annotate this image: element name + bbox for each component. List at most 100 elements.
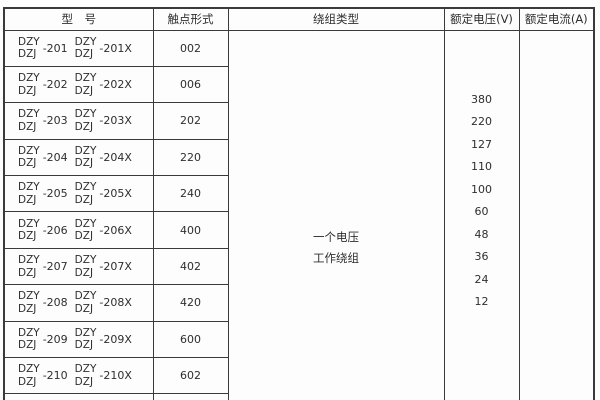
model-prefix: DZJ (74, 84, 94, 97)
contact-form-cell: 602 (152, 357, 229, 395)
model-prefix: DZJ (18, 120, 37, 133)
model-group-variant: DZY DZJ -210X (75, 363, 132, 388)
model-group-base: DZY DZJ -205 (18, 181, 68, 206)
model-group-variant: DZY DZJ -209X (75, 327, 132, 352)
voltage-value: 220 (471, 115, 492, 128)
model-suffix: -208X (99, 296, 132, 310)
model-group-base: DZY DZJ -204 (18, 145, 68, 170)
table-row: DZY DZJ -210 DZY DZJ -210X (3, 357, 594, 395)
model-suffix: -205X (99, 187, 132, 201)
table-row: DZY DZJ -204 DZY DZJ -204X (3, 138, 594, 177)
table-row: DZY DZJ -208 DZY DZJ -208X (3, 284, 594, 322)
model-prefix: DZJ (74, 230, 94, 243)
model-prefix: DZY (18, 363, 40, 376)
model-group-variant: DZY DZJ -207X (75, 254, 132, 279)
contact-form-cell: 202 (152, 102, 229, 140)
model-prefix: DZY (74, 144, 97, 157)
model-group-base: DZY DZJ -201 (18, 36, 68, 61)
model-suffix: -204 (42, 150, 68, 164)
table-row: DZY DZJ -205 DZY DZJ -205X (3, 175, 594, 213)
contact-form-cell: 006 (152, 65, 229, 104)
model-prefix: DZY (74, 72, 97, 85)
model-suffix: -206 (42, 223, 68, 237)
model-prefix: DZJ (18, 230, 37, 243)
model-suffix: -207X (99, 260, 132, 274)
contact-form-cell: 402 (152, 247, 229, 286)
table-row: DZY DZJ -203 DZY DZJ -203X (3, 102, 594, 140)
winding-type-line: 一个电压 (313, 229, 359, 244)
model-prefix: DZJ (74, 375, 94, 388)
voltage-value: 12 (474, 295, 489, 308)
model-prefix: DZY (74, 254, 97, 267)
model-cell: DZY DZJ -205 DZY DZJ -205X (3, 175, 154, 213)
relay-model-table: 型 号 触点形式 绕组类型 额定电压(V) 额定电流(A) DZY DZJ (3, 7, 595, 400)
model-prefix: DZY (74, 108, 97, 121)
model-group-base: DZY DZJ -203 (18, 108, 68, 133)
model-prefix: DZJ (74, 339, 94, 352)
model-prefix: DZY (18, 72, 40, 85)
model-group-variant: DZY DZJ -201X (75, 36, 132, 61)
voltage-value: 48 (474, 227, 489, 241)
model-prefix: DZJ (18, 375, 37, 388)
col-header-winding-type: 绕组类型 (227, 7, 445, 31)
model-suffix: -201 (42, 41, 68, 55)
contact-form-cell: 240 (152, 175, 229, 213)
voltage-value: 24 (474, 272, 489, 286)
model-cell: DZY DZJ -201 DZY DZJ -201X (3, 29, 154, 67)
model-group-base: DZY DZJ -210 (18, 363, 68, 388)
model-prefix: DZY (18, 144, 40, 157)
model-suffix: -204X (99, 150, 132, 164)
model-prefix: DZJ (74, 193, 94, 206)
winding-type-line: 工作绕组 (313, 250, 359, 265)
contact-form-cell: 420 (152, 284, 229, 322)
voltage-value: 110 (471, 160, 492, 173)
model-suffix: -203X (99, 114, 132, 128)
contact-form-cell: 220 (152, 138, 229, 177)
model-prefix: DZY (18, 217, 40, 230)
col-header-rated-current: 额定电流(A) (518, 7, 595, 31)
model-cell: DZY DZJ -210 DZY DZJ -210X (3, 357, 154, 395)
col-header-model: 型 号 (3, 7, 154, 31)
model-suffix: -202 (42, 78, 68, 92)
model-group-base: DZY DZJ -208 (18, 290, 68, 315)
model-prefix: DZJ (18, 302, 37, 315)
model-suffix: -202X (99, 78, 132, 92)
model-suffix: -205 (42, 187, 68, 201)
contact-form-cell (152, 393, 229, 400)
model-cell: DZY DZJ -209 DZY DZJ -209X (3, 320, 154, 359)
model-cell: DZY DZJ -202 DZY DZJ -202X (3, 65, 154, 104)
model-group-base: DZY DZJ -202 (18, 72, 68, 97)
model-prefix: DZJ (74, 302, 94, 315)
contact-form-cell: 002 (152, 29, 229, 67)
model-prefix: DZY (74, 363, 97, 376)
table-row: DZY DZJ -201 DZY DZJ -201X (3, 29, 595, 400)
table-row: DZY DZJ -209 DZY DZJ -209X (3, 320, 594, 359)
model-cell: DZY DZJ -204 DZY DZJ -204X (3, 138, 154, 177)
model-prefix: DZY (74, 290, 97, 303)
model-group-variant: DZY DZJ -206X (75, 218, 132, 243)
model-suffix: -210 (42, 369, 68, 383)
model-cell (3, 393, 154, 400)
header-row: 型 号 触点形式 绕组类型 额定电压(V) 额定电流(A) (3, 7, 595, 31)
model-prefix: DZY (18, 108, 40, 121)
model-prefix: DZY (18, 181, 40, 194)
voltage-value: 36 (474, 250, 489, 263)
model-prefix: DZJ (18, 193, 37, 206)
voltage-value: 60 (474, 205, 489, 218)
rated-voltage-cell: 380 220 127 110 100 60 48 36 24 12 (443, 29, 520, 400)
col-header-contact-form: 触点形式 (152, 7, 229, 31)
model-prefix: DZJ (74, 266, 94, 279)
model-suffix: -208 (42, 296, 68, 310)
model-group-base: DZY DZJ -209 (18, 327, 68, 352)
model-cell: DZY DZJ -206 DZY DZJ -206X (3, 211, 154, 249)
model-cell: DZY DZJ -208 DZY DZJ -208X (3, 284, 154, 322)
model-group-variant: DZY DZJ -205X (75, 181, 132, 206)
model-cell: DZY DZJ -207 DZY DZJ -207X (3, 247, 154, 286)
contact-form-cell: 600 (152, 320, 229, 359)
model-prefix: DZJ (18, 266, 37, 279)
model-prefix: DZY (18, 254, 40, 267)
model-suffix: -209X (99, 332, 132, 346)
partial-row-cutoff (3, 393, 594, 400)
model-prefix: DZJ (74, 48, 94, 61)
